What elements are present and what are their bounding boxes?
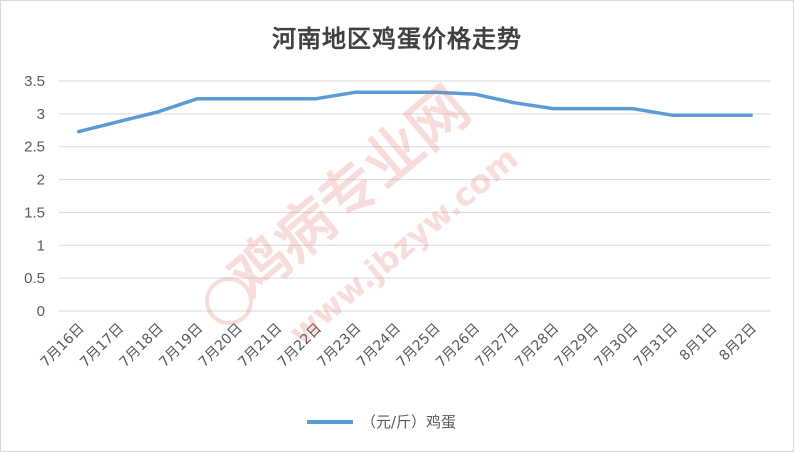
x-tick-label: 8月2日 xyxy=(716,321,760,365)
y-tick-label: 1 xyxy=(37,237,45,254)
series-lines xyxy=(77,90,753,134)
y-tick-label: 0.5 xyxy=(24,270,45,287)
x-axis-tick-labels: 7月16日7月17日7月18日7月19日7月20日7月21日7月22日7月23日… xyxy=(38,321,760,371)
legend: （元/斤）鸡蛋 xyxy=(307,413,456,431)
y-tick-label: 2 xyxy=(37,172,45,189)
legend-label: （元/斤）鸡蛋 xyxy=(361,413,456,431)
gridlines xyxy=(59,80,771,312)
y-tick-label: 0 xyxy=(37,303,45,320)
watermark-logo-icon xyxy=(205,277,253,325)
y-axis-tick-labels: 0 0.5 1 1.5 2 2.5 3 3.5 xyxy=(24,73,45,320)
y-tick-label: 1.5 xyxy=(24,204,45,221)
y-tick-label: 2.5 xyxy=(24,139,45,156)
y-tick-label: 3.5 xyxy=(24,73,45,90)
x-tick-label: 8月1日 xyxy=(677,321,721,365)
series-line xyxy=(77,90,753,134)
y-tick-label: 3 xyxy=(37,106,45,123)
x-tick-label: 7月31日 xyxy=(631,321,681,371)
chart-title: 河南地区鸡蛋价格走势 xyxy=(272,24,522,53)
